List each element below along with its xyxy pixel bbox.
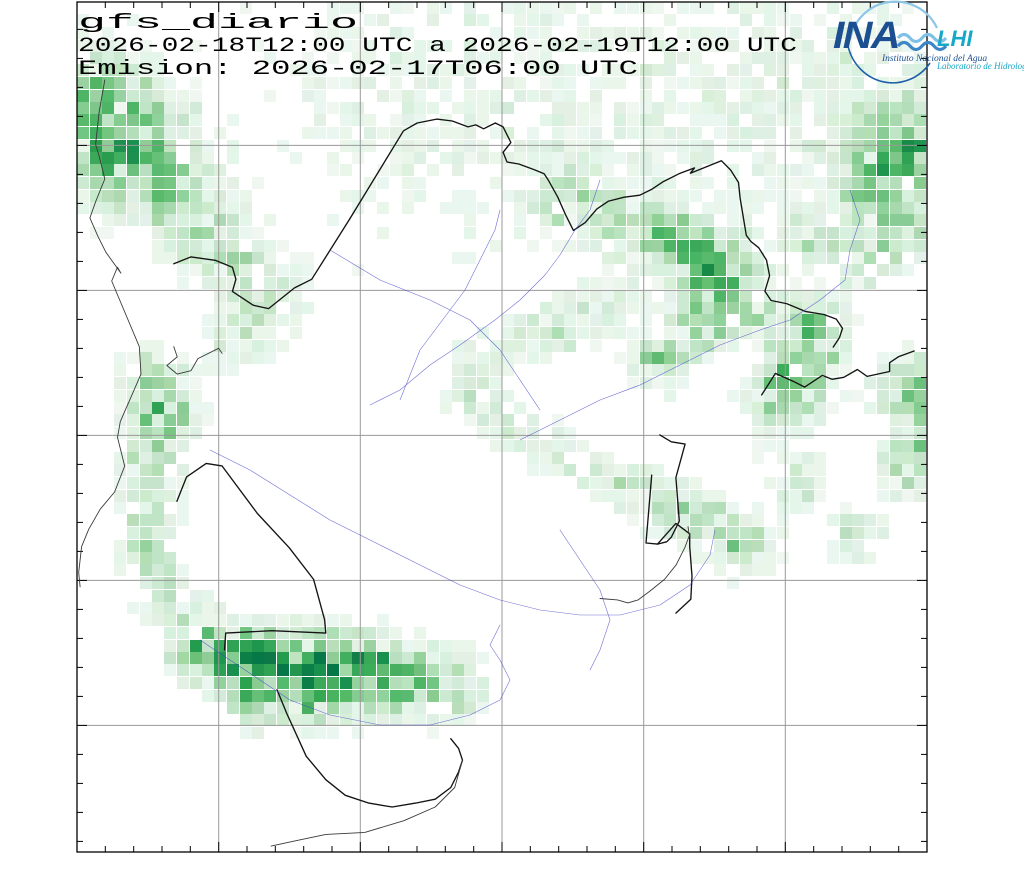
svg-text:Emision: 2026-02-17T06:00 UTC: Emision: 2026-02-17T06:00 UTC xyxy=(78,58,638,81)
svg-text:LHI: LHI xyxy=(937,26,973,51)
svg-text:Laboratorio de Hidrología: Laboratorio de Hidrología xyxy=(936,61,1024,71)
svg-text:INA: INA xyxy=(833,15,899,57)
svg-text:2026-02-18T12:00 UTC a 2026-02: 2026-02-18T12:00 UTC a 2026-02-19T12:00 … xyxy=(78,35,797,58)
svg-text:gfs_diario: gfs_diario xyxy=(78,12,358,35)
